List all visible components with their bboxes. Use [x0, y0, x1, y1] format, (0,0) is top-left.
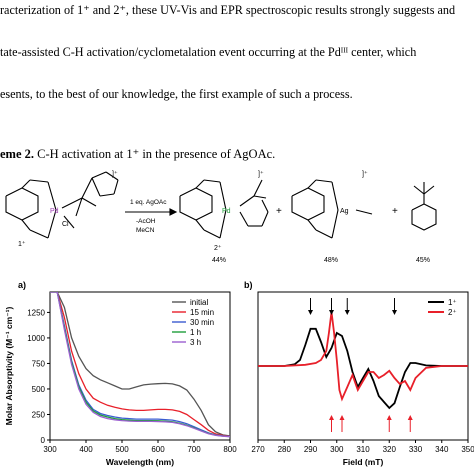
peak-arrowhead-red [386, 415, 392, 420]
legend-label-2: 30 min [190, 318, 214, 327]
y-tick-label-a: 750 [32, 359, 46, 368]
x-tick-label-b: 350 [461, 445, 474, 454]
peak-arrowhead-red [339, 415, 345, 420]
compound-2-structure [179, 179, 269, 239]
scheme-title-rest: C-H activation at 1⁺ in the presence of … [34, 147, 276, 161]
y-tick-label-a: 250 [32, 410, 46, 419]
x-tick-label-b: 340 [435, 445, 449, 454]
series-line-1 [50, 292, 230, 437]
silver-complex-structure [291, 179, 373, 239]
series-line-4 [50, 292, 230, 438]
yield-3: 45% [416, 257, 430, 264]
epr-legend-label-1: 2⁺ [448, 308, 457, 317]
yield-2: 48% [324, 257, 338, 264]
scheme-diagram: Pd Cl ]⁺ 1⁺ 1 eq. AgOAc -AcOH MeCN Pd ]⁺… [5, 170, 437, 264]
y-tick-label-a: 1000 [27, 334, 45, 343]
charge-2: ]⁺ [258, 170, 264, 178]
condition-1: 1 eq. AgOAc [130, 199, 167, 206]
yield-1: 44% [212, 257, 226, 264]
x-tick-label-b: 290 [304, 445, 318, 454]
peak-arrowhead-red [407, 415, 413, 420]
x-tick-label-b: 310 [356, 445, 370, 454]
scheme-title: eme 2. C-H activation at 1⁺ in the prese… [0, 146, 275, 162]
paragraph-line-1: racterization of 1⁺ and 2⁺, these UV-Vis… [0, 3, 456, 17]
plus-sign-1: + [276, 206, 282, 217]
legend-label-4: 3 h [190, 338, 201, 347]
plot-frame-a [49, 291, 231, 441]
charge-3: ]⁺ [362, 170, 368, 178]
x-tick-label-a: 400 [79, 445, 93, 454]
y-tick-label-a: 0 [41, 436, 46, 445]
peak-arrowhead-black [329, 310, 334, 315]
y-tick-label-a: 500 [32, 385, 46, 394]
label-compound-2: 2⁺ [214, 244, 222, 252]
peak-arrowhead-red [329, 415, 334, 420]
condition-3: MeCN [136, 227, 155, 234]
x-axis-label-b: Field (mT) [343, 457, 384, 467]
y-tick-label-a: 1250 [27, 308, 45, 317]
label-compound-1: 1⁺ [18, 240, 26, 248]
series-line-2 [50, 292, 230, 438]
x-axis-label-a: Wavelength (nm) [106, 457, 174, 467]
x-tick-label-b: 280 [278, 445, 292, 454]
plus-sign-2: + [392, 206, 398, 217]
series-line-0 [50, 292, 230, 437]
ag-label: Ag [340, 208, 349, 215]
paragraph-line-3: esents, to the best of our knowledge, th… [0, 87, 353, 101]
panel-label-b: b) [244, 280, 253, 290]
x-tick-label-b: 270 [251, 445, 265, 454]
charge-1: ]⁺ [112, 170, 118, 178]
epr-chart: b) 270 280 290 300 310 320 330 340 350 Field (mT) 1… [244, 280, 474, 467]
peak-arrowhead-black [392, 310, 397, 315]
y-axis-label-a: Molar Absorptivity (M⁻¹ cm⁻¹) [4, 306, 14, 425]
scheme-title-bold: eme 2. [0, 147, 35, 161]
legend-label-1: 15 min [190, 308, 214, 317]
x-tick-label-a: 300 [43, 445, 57, 454]
pd-label-1: Pd [50, 208, 59, 215]
paragraph-line-2: tate-assisted C-H activation/cyclometala… [0, 45, 417, 59]
epr-series-line-1 [258, 311, 468, 402]
x-tick-label-a: 600 [151, 445, 165, 454]
peak-arrowhead-black [344, 310, 350, 315]
pd-label-2: Pd [222, 208, 231, 215]
cl-label: Cl [62, 221, 69, 228]
peak-arrowhead-black [308, 310, 313, 315]
condition-2: -AcOH [136, 218, 156, 225]
x-tick-label-a: 500 [115, 445, 129, 454]
compound-1-structure [5, 171, 119, 239]
x-tick-label-b: 320 [383, 445, 397, 454]
x-tick-label-a: 700 [187, 445, 201, 454]
epr-legend-label-0: 1⁺ [448, 298, 457, 307]
uv-vis-chart: a) 300 400 500 600 700 800 0 250 500 750 1000 1250 Wa… [4, 280, 237, 467]
epr-series-line-0 [258, 327, 468, 410]
legend-label-0: initial [190, 298, 208, 307]
x-tick-label-b: 330 [409, 445, 423, 454]
legend-label-3: 1 h [190, 328, 201, 337]
panel-label-a: a) [18, 280, 26, 290]
x-tick-label-a: 800 [223, 445, 237, 454]
x-tick-label-b: 300 [330, 445, 344, 454]
tert-butylbenzene-structure [411, 182, 437, 231]
